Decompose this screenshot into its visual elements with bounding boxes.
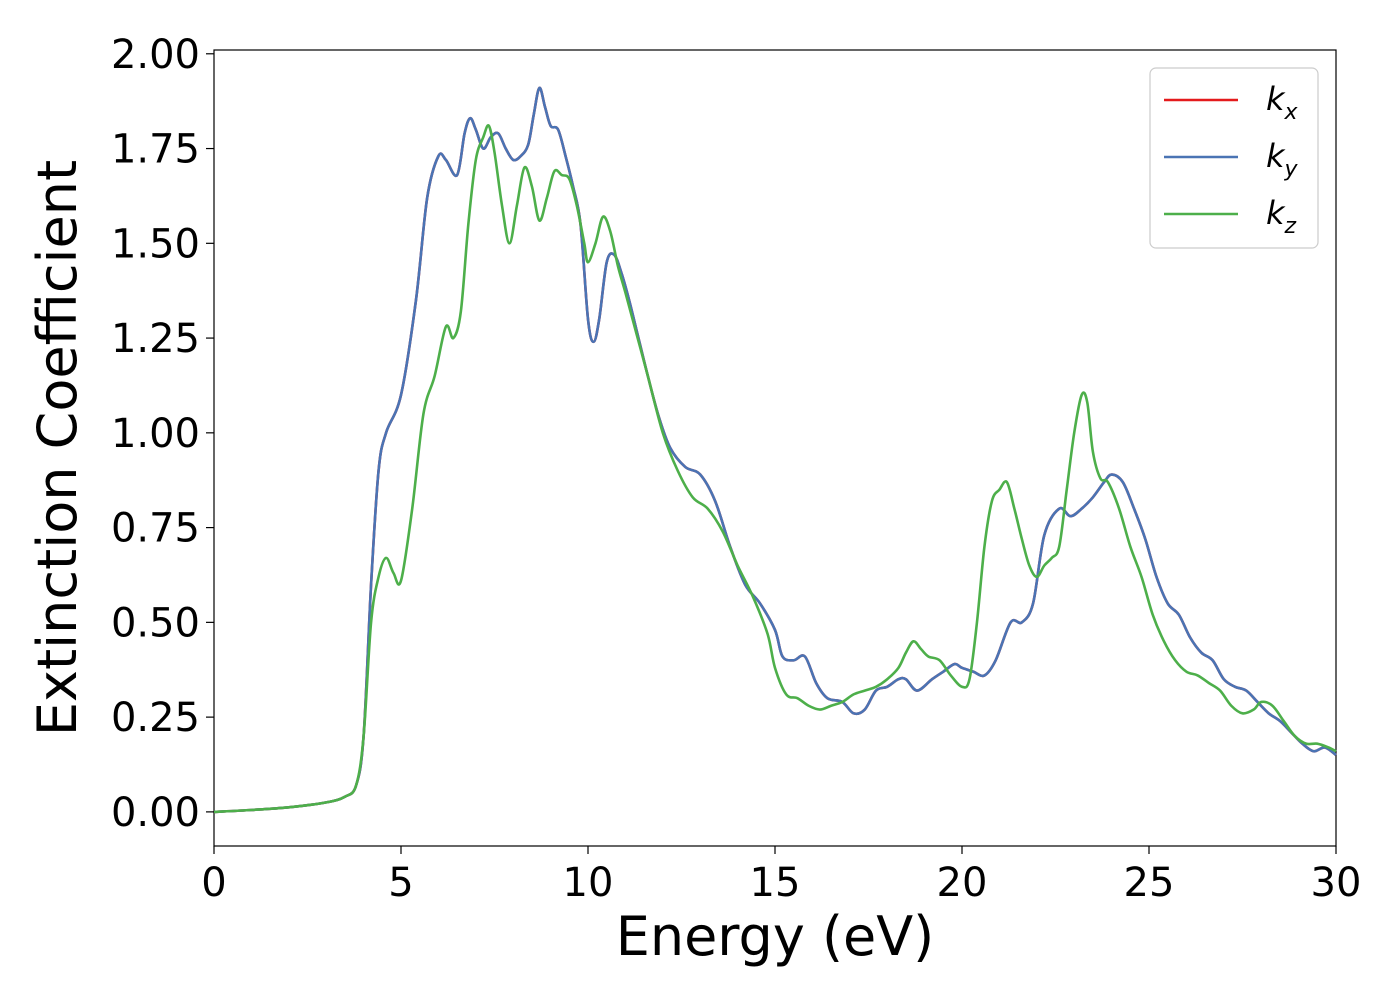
x-tick-label: 10: [563, 860, 614, 906]
legend-label-ky: ky: [1266, 137, 1299, 182]
x-tick-label: 0: [201, 860, 226, 906]
y-tick-label: 0.25: [111, 695, 200, 741]
y-tick-label: 2.00: [111, 32, 200, 78]
y-tick-label: 0.50: [111, 600, 200, 646]
y-tick-label: 1.25: [111, 316, 200, 362]
legend-label-kx: kx: [1266, 80, 1299, 125]
series-line-kz: [213, 124, 1337, 814]
legend: kx ky kz: [1149, 67, 1319, 249]
y-axis: 0.00 0.25 0.50 0.75 1.00 1.25 1.50 1.75 2.00: [111, 32, 214, 836]
y-tick-label: 1.00: [111, 411, 200, 457]
x-tick-label: 30: [1311, 860, 1362, 906]
y-tick-label: 1.50: [111, 221, 200, 267]
x-axis: 0 5 10 15 20 25 30: [201, 846, 1361, 906]
x-tick-label: 20: [937, 860, 988, 906]
series-line-ky: [213, 86, 1337, 814]
plot-area: [213, 49, 1337, 847]
y-axis-title: Extinction Coefficient: [26, 160, 89, 736]
x-axis-title: Energy (eV): [616, 905, 935, 968]
legend-label-kz: kz: [1266, 194, 1297, 239]
y-tick-label: 0.75: [111, 506, 200, 552]
series-layer: [213, 86, 1337, 814]
y-tick-label: 0.00: [111, 790, 200, 836]
x-tick-label: 25: [1124, 860, 1175, 906]
y-tick-label: 1.75: [111, 127, 200, 173]
x-tick-label: 15: [750, 860, 801, 906]
x-tick-label: 5: [388, 860, 413, 906]
